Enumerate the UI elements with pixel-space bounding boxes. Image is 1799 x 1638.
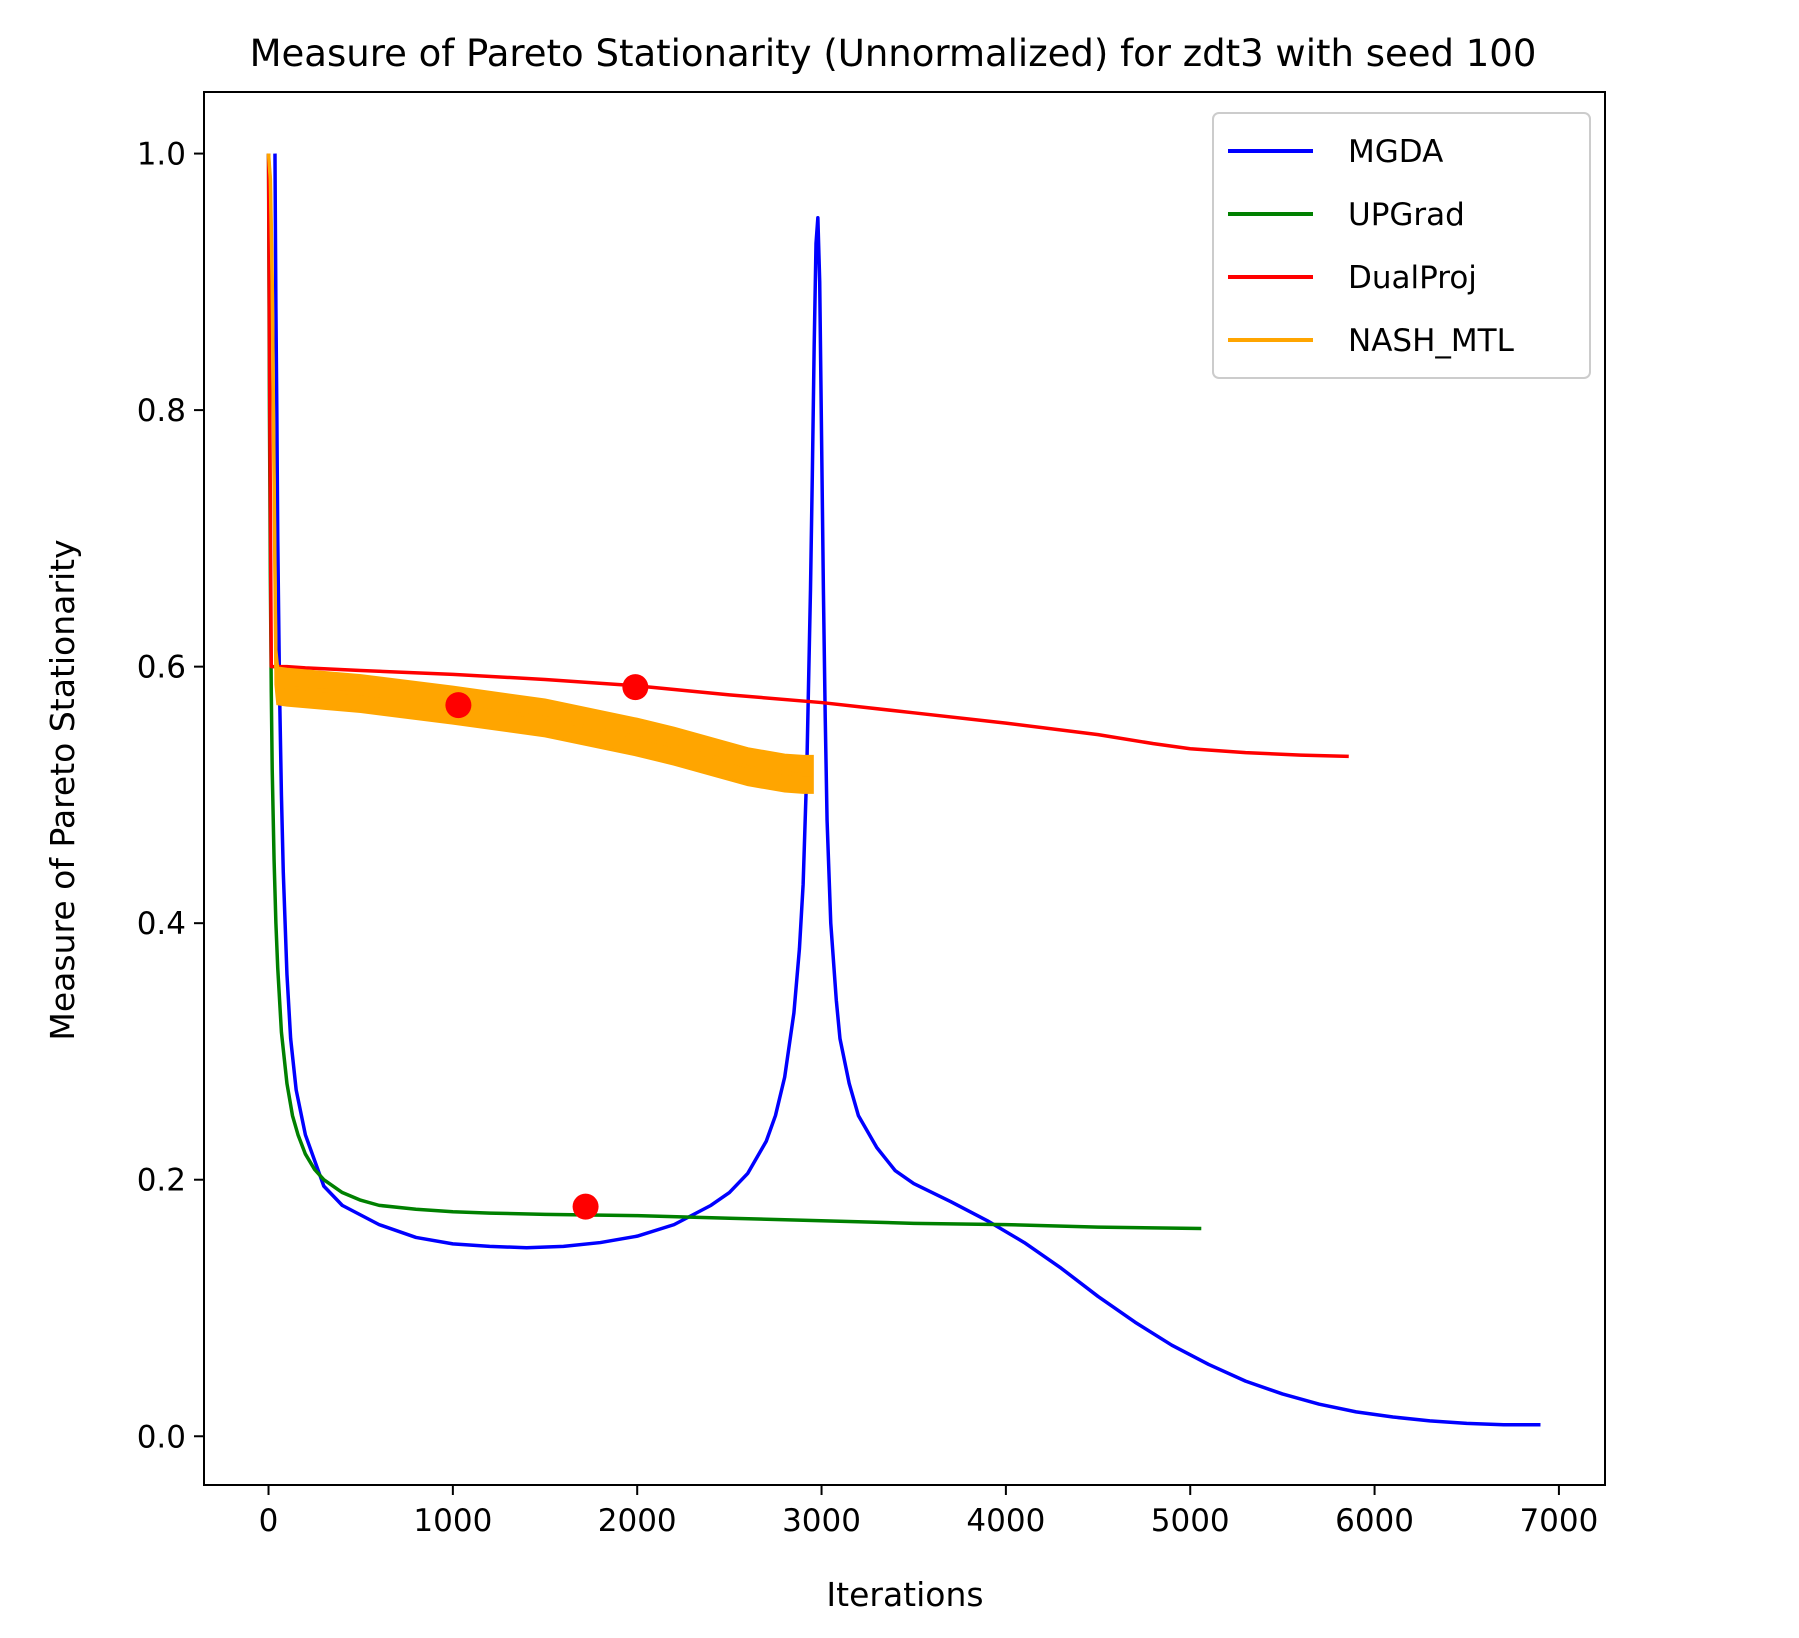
plot-area-frame (203, 91, 1606, 1486)
y-tick-label: 0.6 (137, 650, 186, 686)
series-upgrad-line (266, 153, 1202, 1231)
x-tick-label: 5000 (1151, 1503, 1230, 1539)
chart-title: Measure of Pareto Stationarity (Unnormal… (250, 32, 1537, 75)
legend-label-dualproj: DualProj (1348, 260, 1477, 296)
y-tick-label: 1.0 (137, 137, 186, 173)
series-mgda-line (273, 153, 1541, 1427)
legend-label-nash-mtl: NASH_MTL (1348, 323, 1515, 359)
x-tick-label: 4000 (966, 1503, 1045, 1539)
x-tick-label: 6000 (1335, 1503, 1414, 1539)
legend-box (1212, 112, 1591, 379)
x-tick-label: 7000 (1519, 1503, 1598, 1539)
y-tick-label: 0.2 (137, 1163, 186, 1199)
y-axis: 0.0 0.2 0.4 0.6 0.8 1.0 (137, 137, 204, 1455)
marker-point-3 (572, 1193, 599, 1220)
marker-point-1 (445, 692, 472, 719)
y-tick-label: 0.8 (137, 393, 186, 429)
y-tick-label: 0.4 (137, 906, 186, 942)
x-tick-label: 2000 (598, 1503, 677, 1539)
marker-layer (445, 674, 649, 1220)
legend: MGDA UPGrad DualProj NASH_MTL (1212, 112, 1591, 379)
legend-label-upgrad: UPGrad (1348, 197, 1465, 233)
x-tick-label: 1000 (413, 1503, 492, 1539)
marker-point-2 (622, 674, 649, 701)
x-tick-label: 3000 (782, 1503, 861, 1539)
y-axis-label: Measure of Pareto Stationarity (43, 539, 82, 1040)
x-axis-label: Iterations (826, 1575, 983, 1614)
x-tick-label: 0 (259, 1503, 279, 1539)
y-tick-label: 0.0 (137, 1419, 186, 1455)
legend-label-mgda: MGDA (1348, 134, 1443, 170)
x-axis: 0 1000 2000 3000 4000 5000 6000 7000 (259, 1485, 1598, 1539)
